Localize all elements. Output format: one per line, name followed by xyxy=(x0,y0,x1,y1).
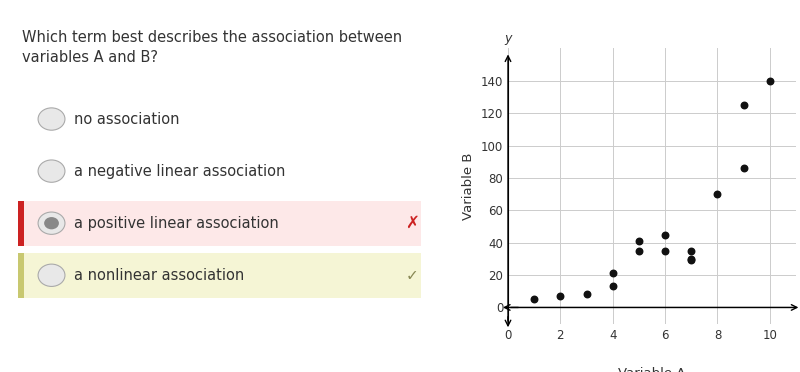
Point xyxy=(606,270,619,276)
Point xyxy=(738,165,750,171)
Text: ✗: ✗ xyxy=(406,214,419,232)
Bar xyxy=(18,201,24,246)
Bar xyxy=(18,253,421,298)
Point xyxy=(685,257,698,263)
Circle shape xyxy=(38,108,65,130)
Point xyxy=(738,102,750,108)
Text: y: y xyxy=(504,32,512,45)
Bar xyxy=(18,201,421,246)
Text: a nonlinear association: a nonlinear association xyxy=(74,268,244,283)
Text: Which term best describes the association between
variables A and B?: Which term best describes the associatio… xyxy=(22,30,402,65)
Point xyxy=(606,283,619,289)
Point xyxy=(658,248,671,254)
Point xyxy=(633,248,646,254)
Point xyxy=(711,191,724,197)
X-axis label: Variable A: Variable A xyxy=(618,366,686,372)
Point xyxy=(685,256,698,262)
Bar xyxy=(18,253,24,298)
Text: ✓: ✓ xyxy=(406,268,418,283)
Point xyxy=(633,238,646,244)
Point xyxy=(685,248,698,254)
Circle shape xyxy=(38,212,65,234)
Y-axis label: Variable B: Variable B xyxy=(462,152,475,220)
Point xyxy=(580,292,593,298)
Text: no association: no association xyxy=(74,112,179,126)
Text: a negative linear association: a negative linear association xyxy=(74,164,286,179)
Point xyxy=(658,232,671,238)
Point xyxy=(763,78,776,84)
Text: a positive linear association: a positive linear association xyxy=(74,216,278,231)
Circle shape xyxy=(38,160,65,182)
Point xyxy=(554,293,566,299)
Circle shape xyxy=(38,264,65,286)
Circle shape xyxy=(44,217,59,229)
Point xyxy=(528,296,541,302)
